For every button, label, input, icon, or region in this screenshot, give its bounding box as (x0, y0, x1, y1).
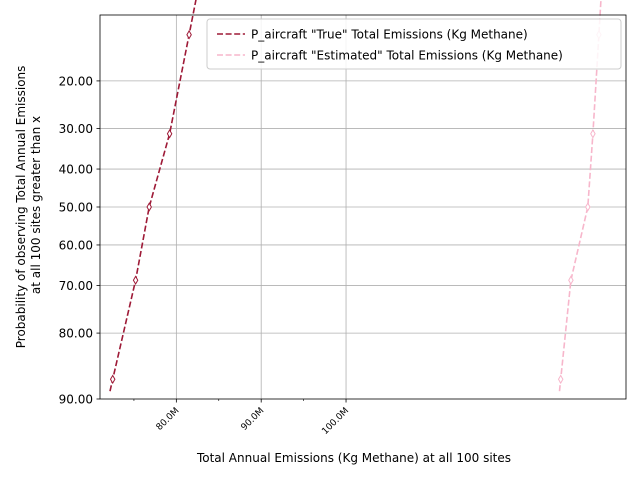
grid-lines (100, 15, 626, 399)
series-layer (109, 0, 602, 392)
y-tick-label: 90.00 (59, 393, 93, 407)
y-tick-label: 70.00 (59, 279, 93, 293)
legend-entry-label: P_aircraft "Estimated" Total Emissions (… (251, 49, 563, 63)
y-tick-label: 50.00 (59, 201, 93, 215)
legend-entry-label: P_aircraft "True" Total Emissions (Kg Me… (251, 28, 528, 42)
data-point-marker (557, 374, 564, 385)
data-point-marker (132, 275, 139, 285)
y-tick-label: 80.00 (59, 327, 93, 341)
data-point-marker (568, 275, 574, 285)
legend: P_aircraft "True" Total Emissions (Kg Me… (206, 18, 622, 70)
y-tick-label: 30.00 (59, 122, 93, 136)
data-point-marker (166, 129, 173, 139)
data-point-marker (109, 374, 116, 385)
data-point-marker (186, 29, 192, 40)
data-point-marker (585, 202, 591, 212)
y-axis-ticks: 20.00 30.00 40.00 50.00 60.00 70.00 80.00 90.00 (59, 74, 100, 407)
data-point-marker (590, 129, 596, 139)
y-tick-label: 20.00 (59, 74, 93, 88)
y-axis-label-line-1: Probability of observing Total Annual Em… (14, 66, 28, 349)
y-tick-label: 60.00 (59, 238, 93, 252)
data-point-marker (146, 202, 152, 212)
x-axis-label: Total Annual Emissions (Kg Methane) at a… (196, 451, 511, 465)
y-axis-label-line-2: at all 100 sites greater than x (29, 116, 43, 294)
y-axis-label: Probability of observing Total Annual Em… (14, 62, 43, 348)
legend-box (206, 18, 622, 70)
y-tick-label: 40.00 (59, 163, 93, 177)
